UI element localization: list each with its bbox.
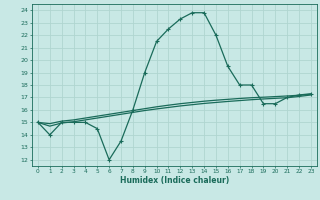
- X-axis label: Humidex (Indice chaleur): Humidex (Indice chaleur): [120, 176, 229, 185]
